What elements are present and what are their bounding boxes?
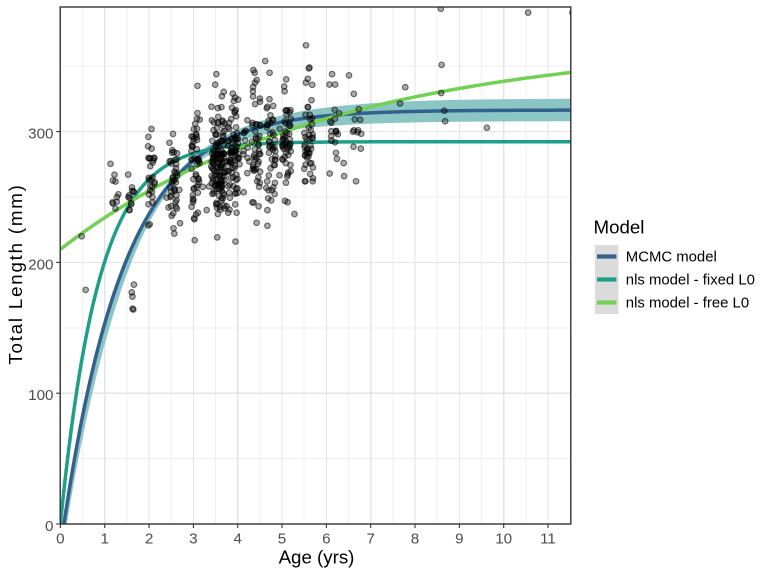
svg-text:200: 200 xyxy=(28,256,53,273)
svg-text:MCMC model: MCMC model xyxy=(626,249,717,265)
svg-text:Total Length (mm): Total Length (mm) xyxy=(5,183,26,364)
svg-text:300: 300 xyxy=(28,126,53,143)
svg-text:8: 8 xyxy=(411,530,419,547)
svg-text:7: 7 xyxy=(366,530,374,547)
svg-text:nls model - fixed L0: nls model - fixed L0 xyxy=(626,272,755,288)
svg-text:3: 3 xyxy=(189,530,197,547)
svg-text:100: 100 xyxy=(28,387,53,404)
svg-text:10: 10 xyxy=(495,530,512,547)
svg-text:1: 1 xyxy=(100,530,108,547)
svg-text:9: 9 xyxy=(455,530,463,547)
svg-text:nls model - free L0: nls model - free L0 xyxy=(626,295,749,311)
svg-text:2: 2 xyxy=(145,530,153,547)
svg-text:0: 0 xyxy=(56,530,64,547)
svg-text:0: 0 xyxy=(45,518,53,535)
svg-text:11: 11 xyxy=(540,530,556,547)
svg-text:Age (yrs): Age (yrs) xyxy=(279,547,355,568)
svg-text:Model: Model xyxy=(594,216,645,237)
svg-text:6: 6 xyxy=(322,530,330,547)
svg-text:4: 4 xyxy=(233,530,241,547)
svg-text:5: 5 xyxy=(278,530,286,547)
